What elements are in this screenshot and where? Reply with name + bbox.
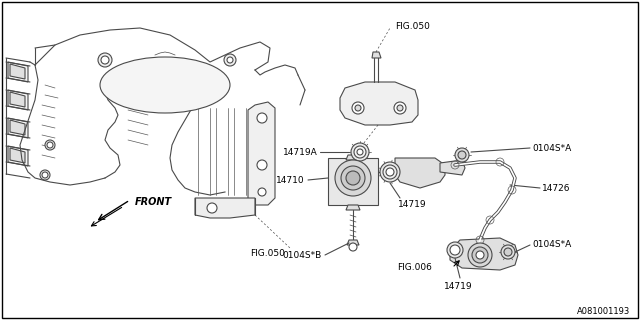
- Polygon shape: [195, 198, 255, 218]
- Circle shape: [380, 162, 400, 182]
- Circle shape: [355, 105, 361, 111]
- Text: 14719: 14719: [398, 200, 427, 209]
- Circle shape: [224, 54, 236, 66]
- Circle shape: [501, 245, 515, 259]
- Text: 0104S*A: 0104S*A: [532, 143, 572, 153]
- Circle shape: [349, 243, 357, 251]
- Text: FIG.050: FIG.050: [395, 21, 430, 30]
- Circle shape: [394, 102, 406, 114]
- Circle shape: [47, 142, 53, 148]
- Circle shape: [472, 247, 488, 263]
- Polygon shape: [395, 158, 445, 188]
- Circle shape: [227, 57, 233, 63]
- Polygon shape: [8, 90, 28, 110]
- Polygon shape: [8, 146, 28, 166]
- Circle shape: [257, 160, 267, 170]
- Polygon shape: [10, 120, 25, 135]
- Polygon shape: [347, 240, 359, 245]
- Text: A081001193: A081001193: [577, 308, 630, 316]
- Ellipse shape: [100, 57, 230, 113]
- Polygon shape: [340, 82, 418, 125]
- Circle shape: [40, 170, 50, 180]
- Text: 0104S*A: 0104S*A: [532, 239, 572, 249]
- Text: 0104S*B: 0104S*B: [283, 252, 322, 260]
- Ellipse shape: [335, 160, 371, 196]
- Text: FIG.006: FIG.006: [397, 263, 432, 273]
- Circle shape: [455, 148, 469, 162]
- Polygon shape: [10, 64, 25, 79]
- Circle shape: [468, 243, 492, 267]
- Circle shape: [351, 143, 369, 161]
- Text: 14726: 14726: [542, 183, 570, 193]
- Circle shape: [397, 105, 403, 111]
- Circle shape: [258, 188, 266, 196]
- Circle shape: [458, 151, 466, 159]
- Polygon shape: [8, 118, 28, 138]
- Polygon shape: [372, 52, 381, 58]
- Circle shape: [476, 251, 484, 259]
- Polygon shape: [450, 238, 518, 270]
- Text: FIG.050: FIG.050: [251, 250, 285, 259]
- Circle shape: [447, 242, 463, 258]
- Text: 14719: 14719: [444, 282, 472, 291]
- Text: 14719A: 14719A: [284, 148, 318, 156]
- Circle shape: [504, 248, 512, 256]
- Circle shape: [383, 165, 397, 179]
- Circle shape: [352, 102, 364, 114]
- Circle shape: [101, 56, 109, 64]
- Polygon shape: [10, 92, 25, 107]
- Polygon shape: [248, 102, 275, 205]
- Circle shape: [42, 172, 48, 178]
- Circle shape: [45, 140, 55, 150]
- Polygon shape: [8, 62, 28, 82]
- Polygon shape: [440, 160, 465, 175]
- Circle shape: [357, 149, 363, 155]
- Circle shape: [386, 168, 394, 176]
- Circle shape: [450, 245, 460, 255]
- Circle shape: [354, 146, 366, 158]
- Ellipse shape: [341, 166, 365, 190]
- Ellipse shape: [346, 171, 360, 185]
- Circle shape: [257, 113, 267, 123]
- Polygon shape: [346, 155, 360, 160]
- Circle shape: [207, 203, 217, 213]
- Circle shape: [98, 53, 112, 67]
- Polygon shape: [346, 205, 360, 210]
- Polygon shape: [328, 158, 378, 205]
- Polygon shape: [10, 148, 25, 163]
- Text: FRONT: FRONT: [135, 197, 172, 207]
- Text: 14710: 14710: [276, 175, 305, 185]
